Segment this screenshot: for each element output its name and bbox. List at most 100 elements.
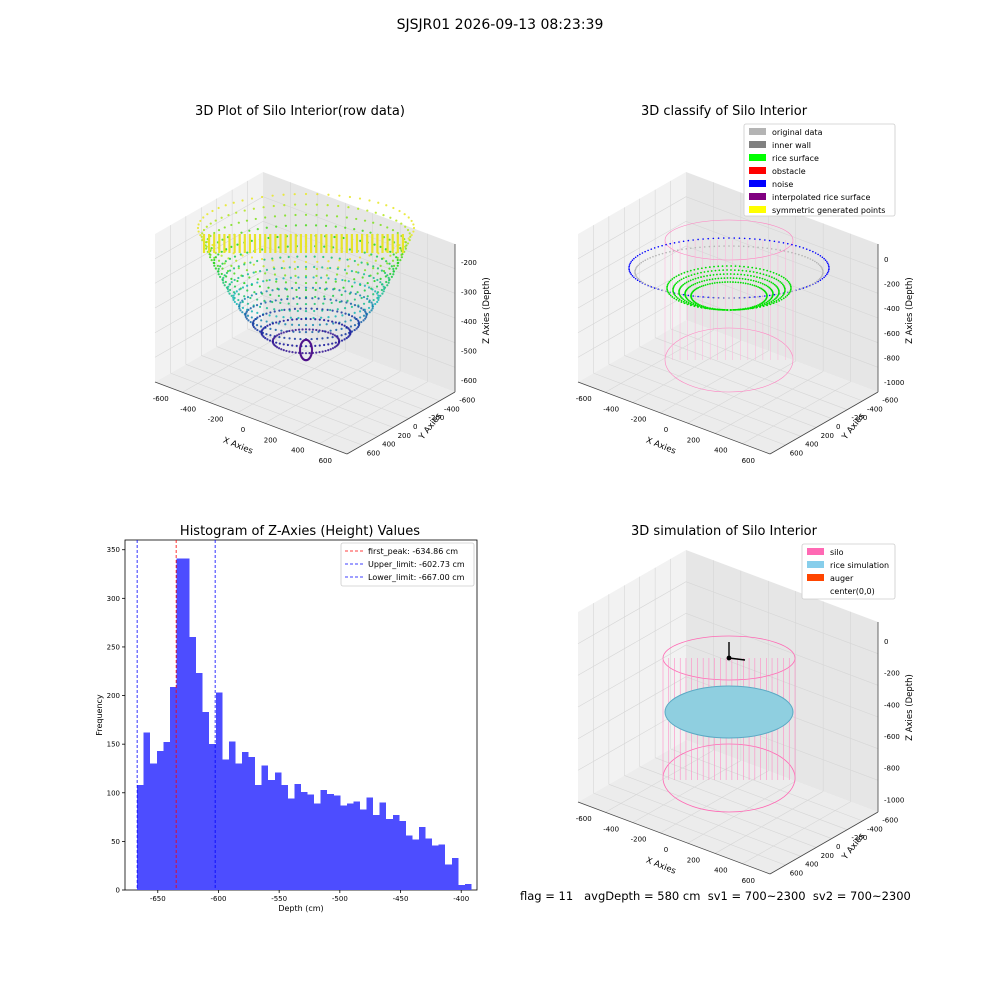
data-point: [372, 267, 375, 270]
data-point: [304, 260, 308, 264]
histogram-bar: [163, 742, 170, 890]
data-point: [331, 333, 335, 336]
figure-title: SJSJR01 2026-09-13 08:23:39: [396, 17, 604, 33]
grid-line: [608, 784, 801, 857]
rice-surface-point: [783, 291, 786, 294]
noise-point: [747, 245, 750, 248]
noise-point: [638, 263, 641, 265]
data-point: [331, 347, 335, 350]
x-tick-label: -600: [211, 895, 227, 903]
rice-surface-point: [687, 301, 690, 304]
z-axis-label: Z Axies (Depth): [482, 277, 492, 344]
y-axis-line: [769, 811, 879, 875]
data-point: [224, 280, 227, 284]
histogram-bar: [432, 845, 439, 890]
data-point: [205, 225, 208, 228]
data-point: [295, 288, 298, 292]
data-point: [400, 222, 403, 225]
grid-line: [605, 750, 714, 813]
rice-surface-point: [694, 303, 697, 306]
noise-point: [801, 287, 803, 290]
data-point: [392, 267, 395, 271]
rice-surface-point: [695, 287, 698, 290]
data-point: [353, 259, 356, 263]
data-point: [213, 258, 216, 262]
grid-line: [660, 770, 769, 834]
data-point: [274, 299, 277, 302]
data-point: [345, 216, 348, 219]
x-axis-label: X Axies: [644, 856, 677, 877]
data-point: [277, 294, 280, 297]
histogram-bar: [242, 751, 249, 890]
data-point: [219, 265, 222, 268]
data-point: [241, 274, 244, 278]
data-point: [337, 204, 340, 208]
data-point: [315, 274, 318, 277]
rice-surface-point: [721, 308, 724, 311]
z-tick-label: -200: [461, 259, 477, 267]
data-point: [259, 325, 263, 328]
noise-point: [809, 284, 812, 286]
legend-box: [340, 542, 475, 587]
rice-surface-point: [697, 303, 700, 306]
data-point: [404, 241, 407, 244]
rice-surface-point: [716, 281, 719, 284]
histogram-bar: [222, 759, 229, 890]
data-point: [346, 299, 349, 302]
rice-surface-point: [712, 273, 715, 276]
data-point: [344, 332, 347, 336]
rice-surface-point: [711, 282, 714, 285]
rice-surface-point: [716, 273, 718, 276]
raw-3d-plot: -600-400-20002004006006004002000-200-400…: [153, 172, 492, 465]
data-point: [340, 323, 344, 326]
data-point: [284, 281, 288, 284]
data-point: [267, 236, 270, 240]
rice-surface-point: [729, 309, 732, 311]
rice-surface-point: [733, 269, 736, 272]
data-point: [334, 280, 337, 283]
data-point: [296, 309, 299, 313]
rice-surface-point: [675, 275, 678, 278]
rice-surface-point: [682, 283, 685, 286]
rice-surface-point: [734, 308, 737, 311]
rice-surface-point: [720, 277, 723, 280]
data-point: [360, 307, 363, 310]
y-tick-label: 300: [107, 595, 120, 603]
z-tick-label: -200: [884, 670, 900, 678]
data-point: [273, 273, 277, 276]
histogram-bar: [196, 673, 203, 890]
legend-label: rice simulation: [830, 561, 889, 570]
data-point: [256, 316, 259, 319]
noise-point: [823, 257, 825, 260]
data-point: [232, 267, 236, 270]
rice-surface-point: [692, 302, 695, 305]
noise-point: [754, 238, 756, 240]
data-point: [379, 277, 382, 280]
data-point: [390, 265, 393, 268]
noise-point: [707, 296, 710, 299]
data-point: [262, 327, 265, 330]
grid-line: [639, 346, 832, 419]
data-point: [313, 309, 316, 313]
rice-surface-point: [743, 273, 746, 276]
data-point: [362, 314, 366, 317]
noise-point: [633, 257, 635, 260]
noise-point: [802, 247, 805, 249]
histogram-bar: [379, 802, 387, 890]
data-point: [323, 295, 326, 298]
noise-point: [640, 280, 643, 283]
rice-surface-point: [721, 265, 724, 268]
x-tick-label: -600: [153, 395, 169, 403]
rice-surface-point: [753, 284, 756, 287]
noise-point: [764, 295, 766, 297]
y-tick-label: 50: [111, 838, 120, 846]
data-point: [362, 302, 366, 305]
rice-surface-point: [762, 268, 765, 271]
data-point: [388, 238, 391, 241]
data-point: [250, 239, 253, 242]
x-tick-label: 0: [664, 426, 668, 434]
rice-surface-point: [680, 301, 683, 304]
noise-point: [738, 245, 740, 247]
data-point: [237, 276, 240, 280]
data-point: [243, 263, 246, 266]
